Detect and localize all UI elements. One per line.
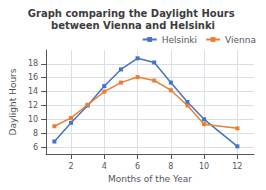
svg-text:10: 10 xyxy=(28,115,38,124)
svg-text:12: 12 xyxy=(232,162,242,171)
svg-text:4: 4 xyxy=(102,162,107,171)
svg-text:Daylight Hours: Daylight Hours xyxy=(8,68,18,135)
svg-text:18: 18 xyxy=(28,59,38,68)
svg-text:Vienna: Vienna xyxy=(225,35,256,45)
svg-text:6: 6 xyxy=(33,143,38,152)
svg-text:Graph comparing the Daylight H: Graph comparing the Daylight Hours xyxy=(28,8,238,19)
svg-text:10: 10 xyxy=(199,162,209,171)
svg-text:12: 12 xyxy=(28,101,38,110)
svg-text:16: 16 xyxy=(28,73,38,82)
svg-text:8: 8 xyxy=(33,129,38,138)
svg-text:2: 2 xyxy=(68,162,73,171)
svg-text:14: 14 xyxy=(28,87,38,96)
svg-text:between Vienna and Helsinki: between Vienna and Helsinki xyxy=(51,20,215,31)
svg-text:Helsinki: Helsinki xyxy=(162,35,197,45)
svg-text:8: 8 xyxy=(168,162,173,171)
svg-text:6: 6 xyxy=(135,162,140,171)
svg-text:Months of the Year: Months of the Year xyxy=(108,174,192,184)
